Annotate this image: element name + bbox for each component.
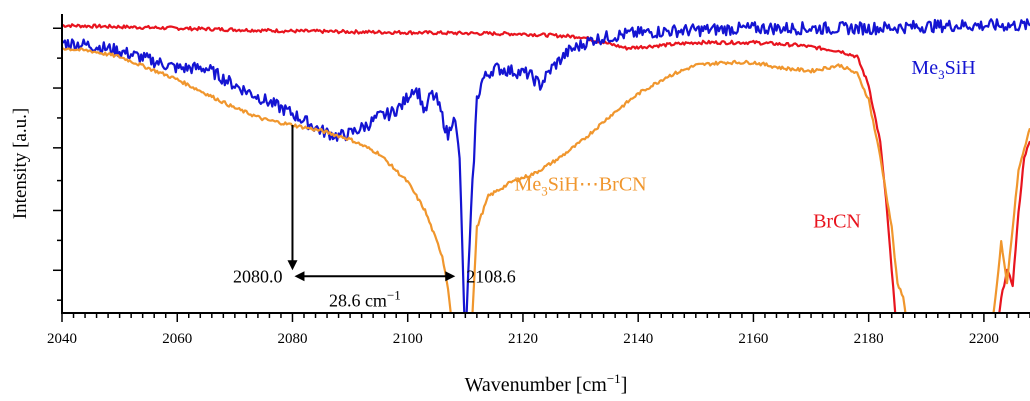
x-tick-label: 2140: [623, 331, 653, 347]
series-label-2: Me3SiH⋯BrCN: [515, 174, 647, 199]
x-ticks: 2040 2060 2080 2100 2120 2140 2160 2180 2200: [47, 313, 1030, 347]
peak-label-2108: 2108.6: [466, 266, 516, 286]
x-tick-label: 2080: [277, 331, 307, 347]
series-labels: BrCN Me3SiH Me3SiH⋯BrCN: [515, 57, 976, 233]
y-ticks: [53, 27, 62, 301]
shift-label: 28.6 cm−1: [329, 287, 401, 310]
x-tick-label: 2060: [162, 331, 192, 347]
series-line-0: [62, 23, 1030, 313]
vertical-arrowhead: [287, 260, 298, 271]
y-axis-line: [61, 14, 63, 314]
series-label-0: BrCN: [813, 211, 861, 233]
axes: 2040 2060 2080 2100 2120 2140 2160 2180 2200: [47, 14, 1030, 347]
x-tick-label: 2100: [393, 331, 423, 347]
x-axis-label: Wavenumber [cm−1]: [465, 371, 628, 396]
x-tick-label: 2200: [969, 331, 999, 347]
x-tick-label: 2180: [854, 331, 884, 347]
series-line-1: [62, 18, 1030, 313]
annotation-layer: 2080.0 2108.6 28.6 cm−1: [233, 125, 516, 310]
x-tick-label: 2120: [508, 331, 538, 347]
shift-arrowhead-left: [294, 271, 305, 282]
shift-arrowhead-right: [445, 271, 456, 282]
series-label-1: Me3SiH: [911, 57, 975, 82]
series-layer: [62, 18, 1030, 313]
peak-label-2080: 2080.0: [233, 266, 283, 286]
y-axis-label: Intensity [a.u.]: [10, 108, 31, 219]
series-line-2: [62, 47, 1030, 313]
x-tick-label: 2160: [738, 331, 768, 347]
x-tick-label: 2040: [47, 331, 77, 347]
